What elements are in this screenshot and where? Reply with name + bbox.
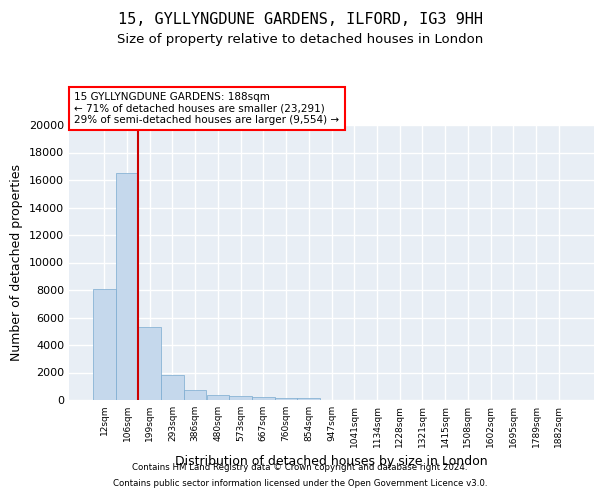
- Y-axis label: Number of detached properties: Number of detached properties: [10, 164, 23, 361]
- Bar: [184, 390, 206, 400]
- Bar: [116, 173, 139, 400]
- Bar: [229, 396, 252, 400]
- Text: Contains public sector information licensed under the Open Government Licence v3: Contains public sector information licen…: [113, 478, 487, 488]
- Bar: [275, 398, 298, 400]
- Bar: [161, 374, 184, 400]
- Text: Contains HM Land Registry data © Crown copyright and database right 2024.: Contains HM Land Registry data © Crown c…: [132, 464, 468, 472]
- X-axis label: Distribution of detached houses by size in London: Distribution of detached houses by size …: [175, 456, 488, 468]
- Text: 15 GYLLYNGDUNE GARDENS: 188sqm
← 71% of detached houses are smaller (23,291)
29%: 15 GYLLYNGDUNE GARDENS: 188sqm ← 71% of …: [74, 92, 340, 125]
- Bar: [93, 288, 116, 400]
- Text: Size of property relative to detached houses in London: Size of property relative to detached ho…: [117, 32, 483, 46]
- Bar: [206, 395, 229, 400]
- Bar: [252, 397, 275, 400]
- Bar: [298, 398, 320, 400]
- Text: 15, GYLLYNGDUNE GARDENS, ILFORD, IG3 9HH: 15, GYLLYNGDUNE GARDENS, ILFORD, IG3 9HH: [118, 12, 482, 28]
- Bar: [139, 327, 161, 400]
